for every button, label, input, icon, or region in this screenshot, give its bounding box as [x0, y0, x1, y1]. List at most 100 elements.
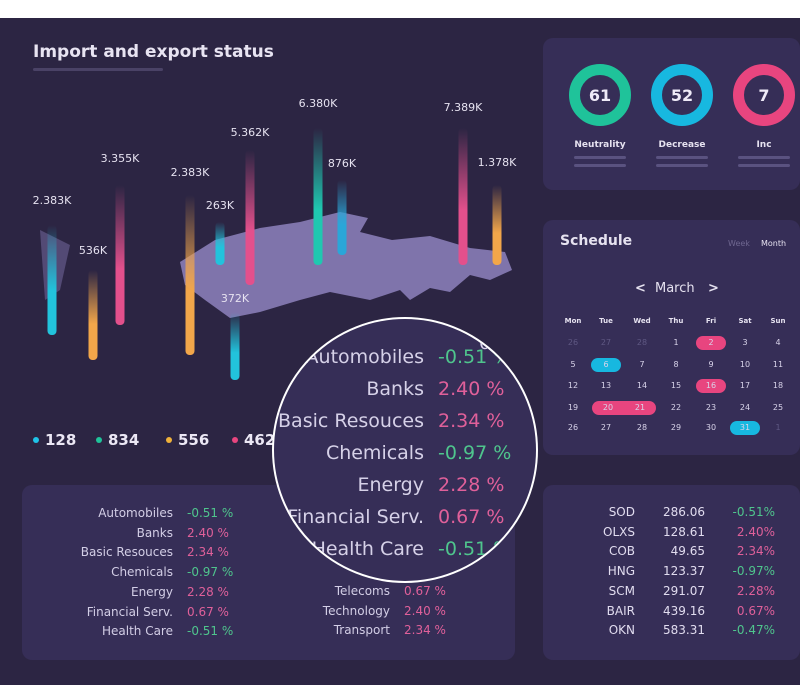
calendar-day[interactable]: 5: [570, 360, 576, 369]
calendar-day[interactable]: 6: [591, 358, 621, 372]
stock-change: 2.34%: [736, 544, 775, 559]
calendar-day[interactable]: 28: [636, 423, 648, 432]
calendar-day[interactable]: 28: [636, 338, 648, 347]
calendar-day[interactable]: 12: [567, 381, 579, 390]
stock-row[interactable]: COB 49.65 2.34%: [580, 544, 775, 558]
weekday-header: Sat: [738, 317, 752, 325]
calendar-day[interactable]: 1: [775, 423, 781, 432]
sector-change: 0.67 %: [438, 506, 505, 528]
sector-row: Chemicals -0.97 %: [13, 565, 247, 579]
stock-row[interactable]: BAIR 439.16 0.67%: [580, 604, 775, 618]
sector-name: Banks: [366, 378, 424, 400]
calendar-day[interactable]: 17: [739, 381, 751, 390]
sector-row: Basic Resouces 2.34 %: [13, 545, 247, 559]
sector-row: Technology 2.40 %: [230, 604, 464, 618]
week-view-tab[interactable]: Week: [728, 239, 750, 248]
calendar-day[interactable]: 14: [636, 381, 648, 390]
sector-name: Financial Serv.: [86, 604, 173, 619]
bar-label: 6.380K: [298, 97, 338, 110]
sector-row: Banks 2.40 %: [13, 526, 247, 540]
calendar-day[interactable]: 26: [567, 338, 579, 347]
calendar-day[interactable]: 25: [772, 403, 784, 412]
calendar-day[interactable]: 19: [567, 403, 579, 412]
calendar-day[interactable]: 11: [772, 360, 784, 369]
bar-10: [492, 185, 502, 265]
sector-row: Telecoms 0.67 %: [230, 584, 464, 598]
calendar-day[interactable]: 3: [742, 338, 748, 347]
gauge-neutrality: 61: [569, 64, 631, 126]
calendar-day[interactable]: 9: [708, 360, 714, 369]
month-label: March: [655, 281, 695, 296]
weekday-header: Tue: [599, 317, 613, 325]
stock-row[interactable]: SCM 291.07 2.28%: [580, 584, 775, 598]
sector-change: -0.51 %: [187, 506, 234, 520]
calendar-day[interactable]: 23: [705, 403, 717, 412]
bar-8: [337, 180, 347, 255]
calendar-day[interactable]: 10: [739, 360, 751, 369]
stock-symbol: OKN: [608, 623, 635, 638]
prev-month-button[interactable]: <: [635, 281, 646, 296]
bar-label: 2.383K: [170, 166, 210, 179]
schedule-title: Schedule: [560, 233, 633, 249]
day-number: 20: [602, 403, 614, 412]
stock-symbol: SCM: [608, 583, 635, 598]
sector-name: Automobiles: [98, 506, 173, 520]
sector-change: 2.34 %: [438, 410, 505, 432]
stock-symbol: HNG: [607, 564, 635, 579]
stock-row[interactable]: HNG 123.37 -0.97%: [580, 564, 775, 578]
bar-5: [245, 150, 255, 285]
calendar-day[interactable]: 4: [775, 338, 781, 347]
sector-name: Transport: [333, 623, 390, 638]
sector-name: Basic Resouces: [278, 410, 424, 432]
sector-change: 0.67 %: [187, 604, 229, 619]
stocks-panel: [543, 485, 800, 660]
magnified-sector-row: Chemicals -0.97 %: [274, 442, 511, 464]
calendar-day[interactable]: 15: [670, 381, 682, 390]
legend-value: 462: [244, 431, 276, 449]
calendar-day[interactable]: 18: [772, 381, 784, 390]
bar-3: [185, 195, 195, 355]
calendar-day[interactable]: 1: [673, 338, 679, 347]
bar-0: [47, 225, 57, 335]
sector-name: Technology: [322, 603, 390, 618]
gauge-label: Decrease: [658, 140, 706, 150]
calendar-day[interactable]: 26: [567, 423, 579, 432]
subtitle-placeholder: [33, 68, 163, 71]
gauge-label: Inc: [756, 140, 772, 150]
month-view-tab[interactable]: Month: [761, 239, 787, 248]
calendar-day[interactable]: 27: [600, 338, 612, 347]
sector-change: 2.40 %: [187, 525, 229, 540]
sector-name: Chemicals: [111, 565, 173, 580]
calendar-day[interactable]: 8: [673, 360, 679, 369]
calendar-day[interactable]: 27: [600, 423, 612, 432]
magnified-sector-row: Health Care -0.51 %: [274, 538, 512, 560]
legend-dot-icon: [96, 437, 102, 443]
calendar-day[interactable]: 13: [600, 381, 612, 390]
next-month-button[interactable]: >: [708, 281, 719, 296]
calendar-day[interactable]: 24: [739, 403, 751, 412]
weekday-header: Fri: [705, 317, 717, 325]
calendar-day[interactable]: 7: [639, 360, 645, 369]
magnified-sector-row: Automobiles -0.51 %: [274, 346, 512, 368]
sector-change: 2.28 %: [438, 474, 505, 496]
sector-row: Health Care -0.51 %: [13, 624, 247, 638]
bar-label: 1.378K: [477, 156, 517, 169]
stock-symbol: COB: [608, 544, 635, 559]
calendar-day[interactable]: 2: [696, 336, 726, 350]
calendar-day[interactable]: 31: [730, 421, 760, 435]
sector-name: Energy: [357, 474, 424, 496]
stock-price: 583.31: [663, 623, 705, 638]
bar-label: 7.389K: [443, 101, 483, 114]
bar-label: 263K: [205, 199, 235, 212]
stock-row[interactable]: SOD 286.06 -0.51%: [580, 505, 775, 519]
calendar-day[interactable]: 22: [670, 403, 682, 412]
calendar-day[interactable]: 29: [670, 423, 682, 432]
calendar-day[interactable]: 16: [696, 379, 726, 393]
calendar-day[interactable]: 30: [705, 423, 717, 432]
stock-row[interactable]: OLXS 128.61 2.40%: [580, 525, 775, 539]
sector-name: Health Care: [101, 624, 173, 639]
stock-row[interactable]: OKN 583.31 -0.47%: [580, 623, 775, 637]
import-export-title: Import and export status: [33, 42, 274, 62]
magnifier-lens: 6.25 Automobiles -0.51 % Banks 2.40 % Basic …: [272, 317, 538, 583]
calendar-day[interactable]: 20 21: [592, 401, 656, 415]
